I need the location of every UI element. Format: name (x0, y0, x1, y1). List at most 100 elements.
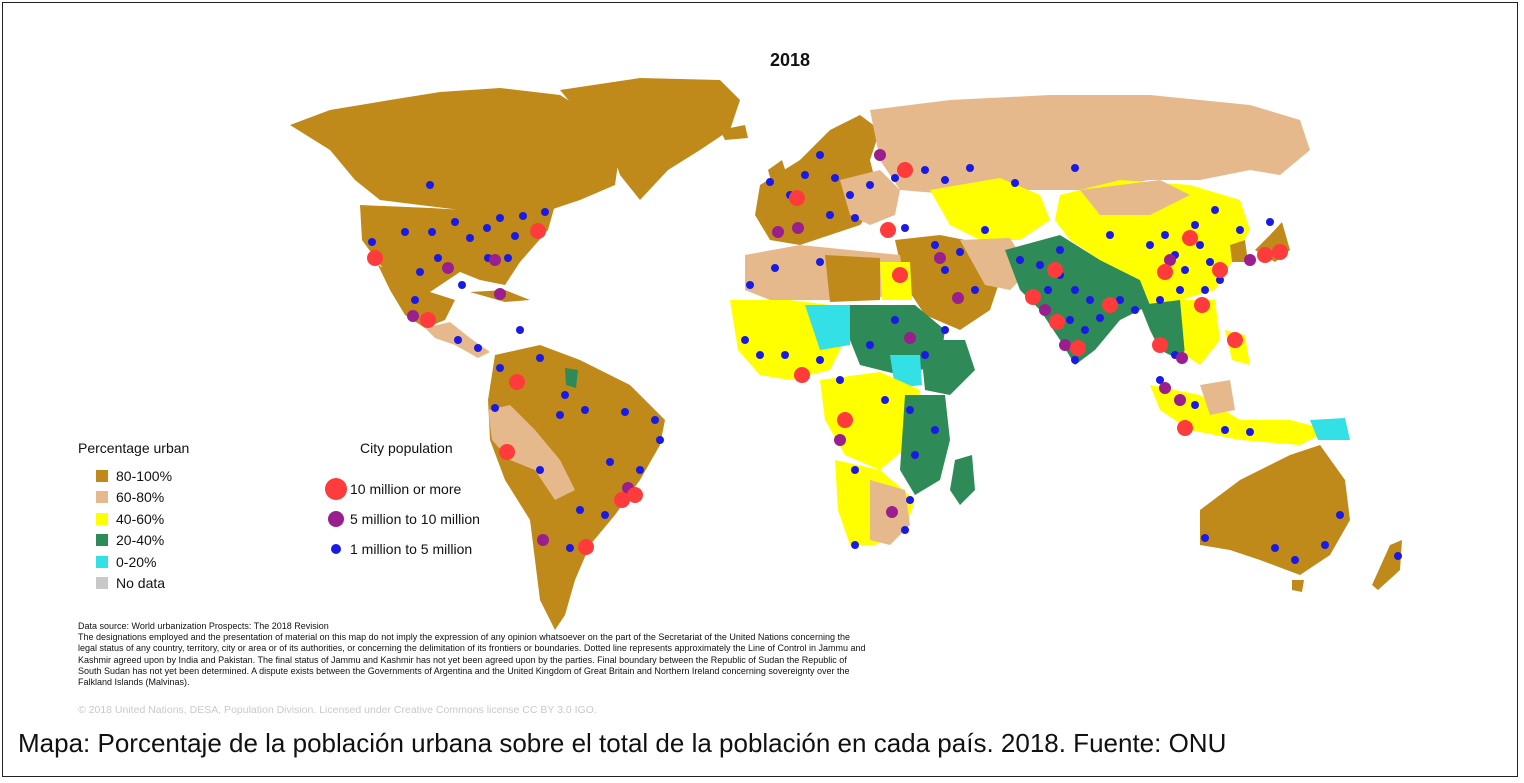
city-marker (504, 254, 512, 262)
city-marker (904, 332, 916, 344)
city-marker (1096, 314, 1104, 322)
figure-caption: Mapa: Porcentaje de la población urbana … (18, 728, 1227, 758)
region-borneo (1200, 380, 1235, 415)
city-marker (1196, 241, 1204, 249)
disclaimer: The designations employed and the presen… (78, 632, 866, 688)
region-korea (1230, 240, 1248, 262)
region-sudan-chad (850, 305, 945, 375)
city-marker (901, 526, 909, 534)
city-marker (536, 354, 544, 362)
city-marker (556, 411, 564, 419)
legend-swatch (96, 555, 108, 568)
city-marker (966, 164, 974, 172)
region-madagascar (950, 455, 975, 505)
city-marker (772, 226, 784, 238)
city-marker (1070, 340, 1086, 356)
city-marker (789, 190, 805, 206)
city-marker (1016, 256, 1024, 264)
city-marker (428, 228, 436, 236)
city-marker (880, 222, 896, 238)
city-marker (1159, 382, 1171, 394)
city-marker (561, 391, 569, 399)
city-marker (794, 367, 810, 383)
legend-label: No data (116, 575, 166, 592)
city-marker (1156, 376, 1164, 384)
region-central-asia (930, 178, 1050, 240)
city-marker (401, 228, 409, 236)
city-marker (1036, 261, 1044, 269)
legend-item: No data (78, 573, 189, 595)
city-marker (881, 396, 889, 404)
city-marker (1066, 316, 1074, 324)
region-horn (890, 355, 922, 388)
city-marker (931, 241, 939, 249)
city-marker (1071, 356, 1079, 364)
city-marker (578, 539, 594, 555)
city-marker (1156, 296, 1164, 304)
city-marker (1212, 262, 1228, 278)
city-marker (1025, 289, 1041, 305)
city-marker (891, 174, 899, 182)
city-marker (1201, 286, 1209, 294)
city-marker (581, 406, 589, 414)
city-marker (826, 211, 834, 219)
city-marker (407, 310, 419, 322)
city-marker (1086, 296, 1094, 304)
city-marker (1152, 337, 1168, 353)
city-marker (536, 466, 544, 474)
legend-item: 40-60% (78, 508, 189, 530)
city-marker (1071, 286, 1079, 294)
city-marker (816, 258, 824, 266)
city-marker (651, 416, 659, 424)
city-marker (1176, 286, 1184, 294)
city-marker (1271, 544, 1279, 552)
city-marker (1394, 552, 1402, 560)
city-marker (931, 426, 939, 434)
city-marker (1191, 221, 1199, 229)
city-marker (1206, 258, 1214, 266)
city-marker (921, 166, 929, 174)
city-marker (766, 178, 774, 186)
city-marker (851, 541, 859, 549)
city-markers-5m (407, 149, 1256, 546)
copyright: © 2018 United Nations, DESA, Population … (78, 704, 597, 716)
city-marker (1321, 541, 1329, 549)
city-marker (1266, 218, 1274, 226)
city-marker (891, 316, 899, 324)
city-marker (771, 264, 779, 272)
city-marker (901, 224, 909, 232)
map-notes: Data source: World urbanization Prospect… (78, 621, 868, 688)
city-marker (530, 223, 546, 239)
city-marker (1191, 401, 1199, 409)
city-marker (851, 214, 859, 222)
city-marker (606, 458, 614, 466)
city-marker (614, 492, 630, 508)
region-new-zealand (1372, 540, 1402, 590)
city-marker (1211, 206, 1219, 214)
city-marker (1201, 534, 1209, 542)
city-marker (1227, 332, 1243, 348)
city-marker (781, 351, 789, 359)
city-marker (499, 444, 515, 460)
city-marker (1176, 352, 1188, 364)
city-marker (816, 356, 824, 364)
city-marker (1164, 254, 1176, 266)
city-marker (1011, 179, 1019, 187)
city-marker (656, 436, 664, 444)
legend-swatch (96, 512, 108, 525)
city-marker (426, 181, 434, 189)
city-marker (367, 250, 383, 266)
city-marker (1272, 244, 1288, 260)
legend-swatch (96, 534, 108, 547)
city-marker (981, 226, 989, 234)
city-marker (1146, 241, 1154, 249)
city-marker (836, 376, 844, 384)
city-marker (1116, 296, 1124, 304)
legend-label: 0-20% (116, 553, 157, 570)
city-marker (892, 267, 908, 283)
legend-swatch (96, 469, 108, 482)
region-south-america (488, 345, 665, 630)
city-marker (1216, 276, 1224, 284)
legend-label: 10 million or more (350, 481, 462, 497)
